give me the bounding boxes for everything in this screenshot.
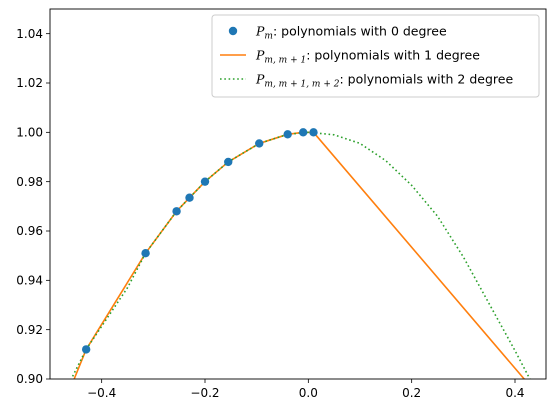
- legend-description: : polynomials with 1 degree: [306, 48, 480, 63]
- x-tick-label: −0.4: [87, 386, 116, 400]
- legend-box: [211, 14, 540, 98]
- scatter-point: [81, 345, 91, 354]
- legend-symbol: P: [255, 48, 265, 63]
- y-axis: 0.90 0.92 0.94 0.96 0.98 1.00 1.02 1.04: [16, 27, 50, 386]
- legend-subscript: m: [264, 32, 273, 42]
- y-tick-label: 0.98: [16, 175, 43, 189]
- x-tick-label: 0.0: [299, 386, 318, 400]
- plot-frame: [49, 8, 547, 380]
- legend-label-2: Pm, m + 1, m + 2: polynomials with 2 deg…: [255, 72, 513, 90]
- legend-subscript: m, m + 1: [264, 56, 306, 66]
- scatter-point: [283, 130, 292, 139]
- x-tick-label: 0.4: [505, 386, 524, 400]
- x-tick-label: 0.2: [402, 386, 421, 400]
- scatter-point: [200, 177, 210, 186]
- legend-symbol: P: [255, 24, 265, 39]
- y-tick-label: 0.94: [16, 274, 43, 288]
- y-tick-label: 0.90: [16, 372, 43, 386]
- x-axis: −0.4 −0.2 0.0 0.2 0.4: [87, 379, 525, 400]
- legend-label-0: Pm: polynomials with 0 degree: [255, 24, 447, 42]
- y-tick-label: 1.00: [16, 126, 43, 140]
- y-tick-label: 1.04: [16, 27, 43, 41]
- scatter-point: [172, 207, 181, 216]
- legend-subscript: m, m + 1, m + 2: [264, 80, 339, 90]
- legend-description: : polynomials with 2 degree: [339, 72, 513, 87]
- legend-symbol: P: [255, 72, 265, 87]
- x-tick-label: −0.2: [190, 386, 219, 400]
- y-tick-label: 1.02: [16, 76, 43, 90]
- scatter-point: [141, 249, 150, 258]
- legend-label-1: Pm, m + 1: polynomials with 1 degree: [255, 48, 480, 66]
- legend-description: : polynomials with 0 degree: [273, 24, 447, 39]
- scatter-point: [255, 139, 264, 148]
- scatter-point: [185, 193, 194, 202]
- y-tick-label: 0.92: [16, 323, 43, 337]
- scatter-point: [309, 128, 318, 137]
- scatter-point: [224, 157, 233, 167]
- legend-marker-scatter: [228, 26, 238, 36]
- scatter-point: [298, 128, 308, 137]
- y-tick-label: 0.96: [16, 224, 43, 238]
